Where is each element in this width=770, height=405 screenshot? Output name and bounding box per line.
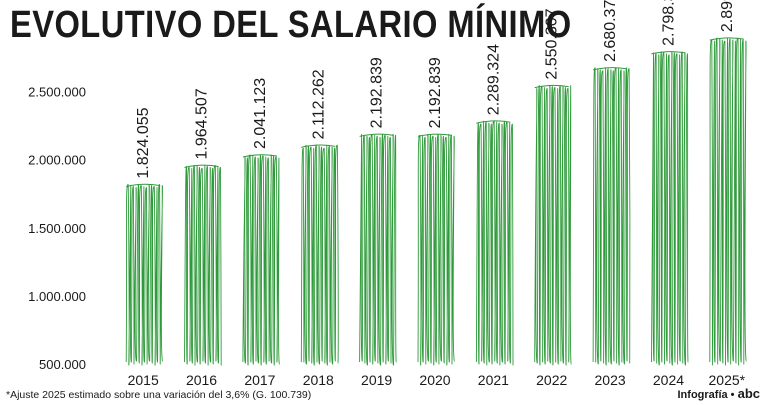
bar-top-edge xyxy=(301,144,336,148)
bar-top-edge xyxy=(651,51,686,55)
credit-text: Infografía • xyxy=(677,389,735,401)
bar xyxy=(475,120,514,366)
bar-top-edge xyxy=(417,133,453,137)
x-tick-label: 2020 xyxy=(419,372,450,388)
x-tick-label: 2022 xyxy=(536,372,567,388)
abc-logo: abc xyxy=(737,386,760,401)
data-label: 1.964.507 xyxy=(194,88,211,159)
bar-top-edge xyxy=(709,37,744,41)
x-tick-label: 2016 xyxy=(186,372,217,388)
data-label: 2.192.839 xyxy=(427,57,444,128)
x-tick-label: 2017 xyxy=(244,372,275,388)
bar-top-edge xyxy=(126,183,161,188)
bar xyxy=(592,67,631,366)
data-label: 2.192.839 xyxy=(369,57,386,128)
bar-top-edge xyxy=(592,67,628,71)
bar xyxy=(534,85,572,366)
y-tick-label: 1.000.000 xyxy=(28,289,86,304)
bar xyxy=(359,133,397,366)
bar xyxy=(184,165,222,366)
x-tick-label: 2018 xyxy=(303,372,334,388)
bar-top-edge xyxy=(534,84,569,89)
data-label: 1.824.055 xyxy=(135,107,152,178)
credit: Infografía • abc xyxy=(678,386,761,401)
data-label: 2.112.262 xyxy=(310,69,327,139)
bar-top-edge xyxy=(184,164,219,168)
chart-title: EVOLUTIVO DEL SALARIO MÍNIMO xyxy=(10,4,572,46)
data-label: 2.899.048 xyxy=(719,0,736,32)
x-tick-label: 2021 xyxy=(478,372,509,388)
bar-top-edge xyxy=(359,133,394,137)
x-tick-label: 2024 xyxy=(653,372,684,388)
bar xyxy=(125,184,164,366)
footnote: *Ajuste 2025 estimado sobre una variació… xyxy=(6,389,312,401)
bar xyxy=(651,51,689,366)
y-tick-label: 2.500.000 xyxy=(28,85,86,100)
bar xyxy=(417,133,456,366)
bar-top-edge xyxy=(476,120,511,124)
data-label: 2.550.307 xyxy=(544,8,561,79)
x-tick-label: 2019 xyxy=(361,372,392,388)
x-tick-label: 2015 xyxy=(128,372,159,388)
data-label: 2.680.373 xyxy=(602,0,619,62)
y-tick-label: 500.000 xyxy=(39,357,86,372)
x-tick-label: 2023 xyxy=(595,372,626,388)
bar xyxy=(300,144,339,366)
x-tick-label: 2025* xyxy=(709,372,746,388)
data-label: 2.289.324 xyxy=(485,44,502,115)
bar xyxy=(242,154,280,366)
bar xyxy=(709,37,747,366)
data-label: 2.798.309 xyxy=(660,0,677,46)
y-tick-label: 2.000.000 xyxy=(28,153,86,168)
y-tick-label: 1.500.000 xyxy=(28,221,86,236)
bar-top-edge xyxy=(242,154,277,158)
data-label: 2.041.123 xyxy=(252,78,269,149)
